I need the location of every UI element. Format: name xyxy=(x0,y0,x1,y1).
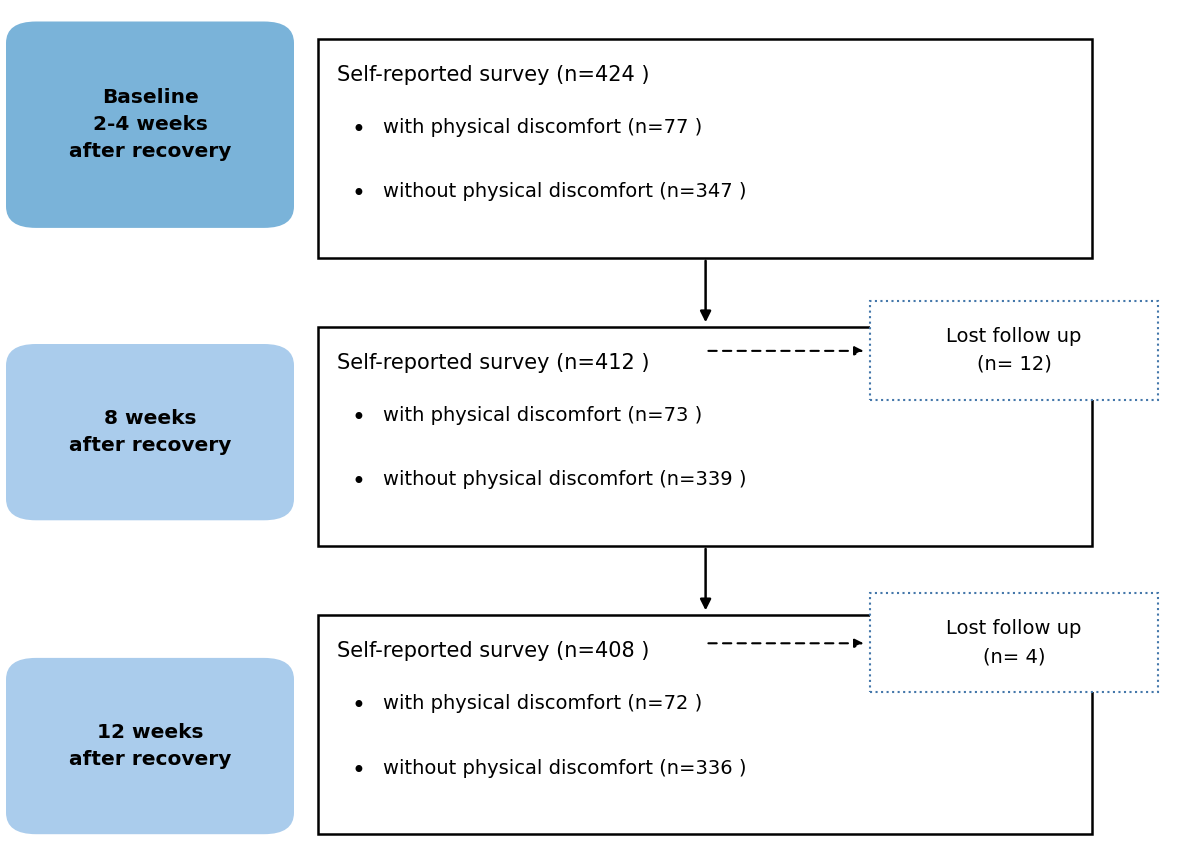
Text: Lost follow up
(n= 12): Lost follow up (n= 12) xyxy=(947,327,1081,374)
FancyBboxPatch shape xyxy=(870,301,1158,400)
Text: •: • xyxy=(352,694,366,718)
FancyBboxPatch shape xyxy=(6,658,294,834)
FancyBboxPatch shape xyxy=(318,327,1092,546)
Text: 12 weeks
after recovery: 12 weeks after recovery xyxy=(68,723,232,769)
FancyBboxPatch shape xyxy=(318,39,1092,258)
Text: without physical discomfort (n=347 ): without physical discomfort (n=347 ) xyxy=(383,182,746,201)
Text: Lost follow up
(n= 4): Lost follow up (n= 4) xyxy=(947,619,1081,666)
FancyBboxPatch shape xyxy=(6,22,294,228)
FancyBboxPatch shape xyxy=(6,344,294,520)
Text: without physical discomfort (n=336 ): without physical discomfort (n=336 ) xyxy=(383,759,746,777)
Text: Self-reported survey (n=408 ): Self-reported survey (n=408 ) xyxy=(337,641,649,660)
Text: Self-reported survey (n=412 ): Self-reported survey (n=412 ) xyxy=(337,353,649,372)
Text: •: • xyxy=(352,470,366,494)
Text: Baseline
2-4 weeks
after recovery: Baseline 2-4 weeks after recovery xyxy=(68,88,232,162)
FancyBboxPatch shape xyxy=(318,615,1092,834)
Text: •: • xyxy=(352,759,366,783)
Text: with physical discomfort (n=77 ): with physical discomfort (n=77 ) xyxy=(383,118,702,137)
Text: Self-reported survey (n=424 ): Self-reported survey (n=424 ) xyxy=(337,64,649,84)
Text: with physical discomfort (n=72 ): with physical discomfort (n=72 ) xyxy=(383,694,702,713)
Text: •: • xyxy=(352,118,366,142)
Text: •: • xyxy=(352,182,366,206)
Text: without physical discomfort (n=339 ): without physical discomfort (n=339 ) xyxy=(383,470,746,489)
FancyBboxPatch shape xyxy=(870,593,1158,692)
Text: 8 weeks
after recovery: 8 weeks after recovery xyxy=(68,409,232,455)
Text: •: • xyxy=(352,406,366,430)
Text: with physical discomfort (n=73 ): with physical discomfort (n=73 ) xyxy=(383,406,702,425)
